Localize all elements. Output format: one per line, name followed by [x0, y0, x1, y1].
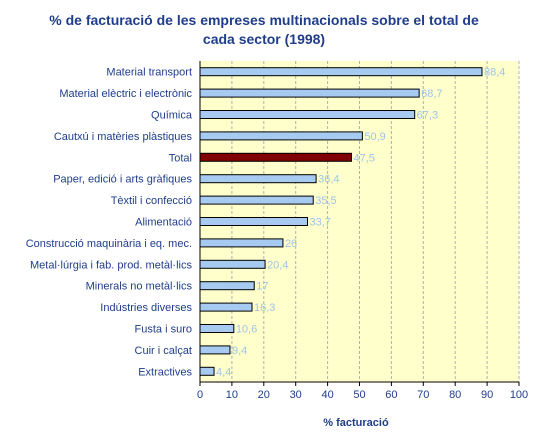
- category-label: Cuir i calçat: [135, 345, 192, 357]
- category-label: Metal·lúrgia i fab. prod. metàl·lics: [30, 259, 193, 271]
- category-label: Construcció maquinària i eq. mec.: [26, 238, 192, 250]
- category-label: Fusta i suro: [135, 324, 192, 336]
- bar-10: [199, 281, 255, 291]
- category-labels: Material transport Material elèctric i el…: [26, 67, 193, 379]
- x-tick-label: 30: [290, 389, 302, 401]
- category-label: Extractives: [138, 366, 192, 378]
- bar-11: [199, 302, 253, 312]
- category-label: Minerals no metàl·lics: [86, 281, 193, 293]
- bar-14: [199, 366, 215, 376]
- x-tick-label: 0: [197, 389, 203, 401]
- x-axis-title: % facturació: [323, 417, 389, 429]
- value-label: 4,4: [216, 366, 231, 378]
- value-label: 67,3: [417, 110, 438, 122]
- x-tick-label: 40: [321, 389, 333, 401]
- bar-5: [199, 174, 317, 184]
- value-label: 88,4: [484, 67, 505, 79]
- chart-title-line-1: % de facturació de les empreses multinac…: [49, 12, 479, 28]
- category-label: Material elèctric i electrònic: [59, 88, 192, 100]
- bar-8: [199, 238, 284, 248]
- x-tick-label: 20: [258, 389, 270, 401]
- value-labels: 88,4 68,7 67,3 50,9 47,5 36,4 35,5 33,7 26 20,4 17…: [216, 67, 505, 379]
- bar-9: [199, 259, 266, 269]
- x-tick-label: 80: [449, 389, 461, 401]
- bars: [199, 67, 483, 376]
- category-label: Material transport: [106, 67, 192, 79]
- bar-2: [199, 110, 416, 119]
- category-label: Total: [169, 152, 192, 164]
- category-label: Cautxú i matèries plàstiques: [54, 131, 193, 143]
- value-label: 9,4: [232, 345, 247, 357]
- x-tick-label: 50: [353, 389, 365, 401]
- bar-13: [199, 345, 231, 355]
- value-label: 10,6: [236, 324, 257, 336]
- bar-6: [199, 195, 314, 205]
- chart-title-line-2: cada sector (1998): [203, 31, 325, 47]
- bar-3: [199, 131, 363, 141]
- value-label: 36,4: [318, 174, 339, 186]
- x-tick-label: 10: [226, 389, 238, 401]
- value-label: 35,5: [315, 195, 336, 207]
- x-tick-label: 90: [481, 389, 493, 401]
- x-tick-label: 70: [417, 389, 429, 401]
- value-label: 17: [256, 281, 268, 293]
- category-label: Química: [151, 110, 193, 122]
- value-label: 20,4: [267, 259, 288, 271]
- value-label: 33,7: [310, 217, 331, 229]
- value-label: 50,9: [364, 131, 385, 143]
- x-tick-label: 60: [385, 389, 397, 401]
- category-label: Tèxtil i confecció: [111, 195, 192, 207]
- x-tick-label: 100: [510, 389, 528, 401]
- category-label: Indústries diverses: [100, 302, 192, 314]
- value-label: 47,5: [354, 152, 375, 164]
- bar-12: [199, 324, 235, 333]
- bar-4: [199, 152, 353, 162]
- bar-1: [199, 88, 420, 98]
- bar-7: [199, 217, 309, 226]
- bar-0: [199, 67, 483, 77]
- value-label: 16,3: [254, 302, 275, 314]
- x-axis-ticks: 0 10 20 30 40 50 60 70 80 90 100: [197, 382, 528, 401]
- category-label: Alimentació: [135, 217, 192, 229]
- category-label: Paper, edició i arts gràfiques: [53, 174, 192, 186]
- value-label: 26: [285, 238, 297, 250]
- value-label: 68,7: [421, 88, 442, 100]
